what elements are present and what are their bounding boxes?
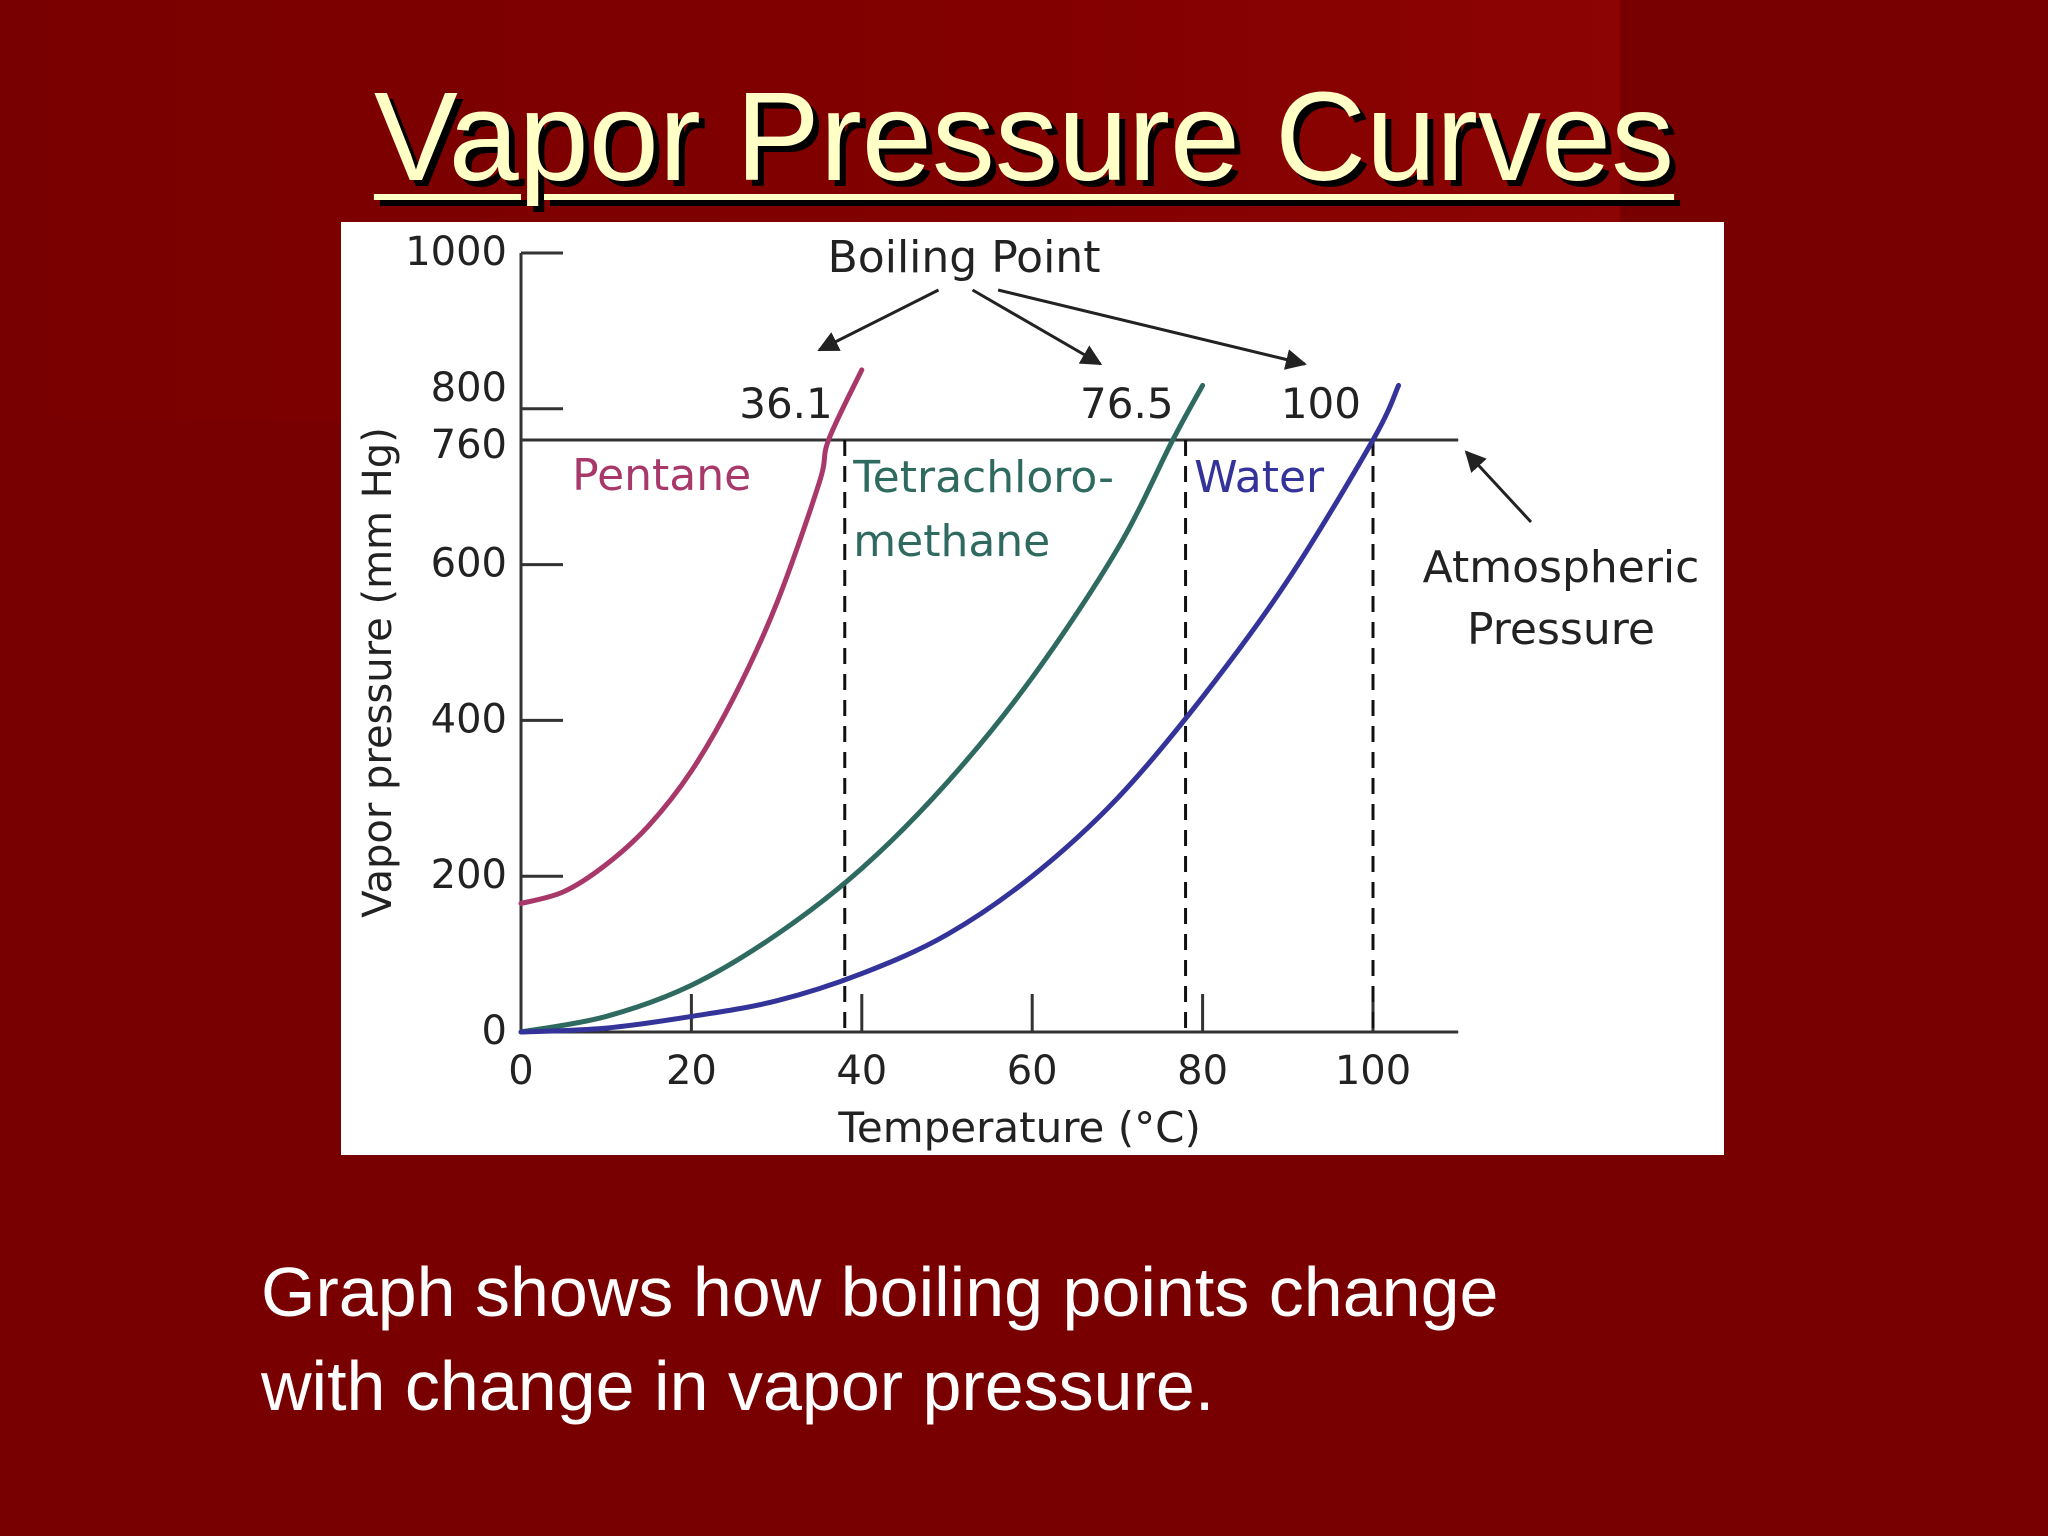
chart-panel: 0 200 400 600 760 800 1000 0 20 40 60 80 100 Temperat… [341, 222, 1724, 1155]
y-axis-title: Vapor pressure (mm Hg) [355, 427, 401, 918]
series-curve-water [518, 382, 1402, 1035]
y-tick-label: 200 [431, 852, 507, 898]
slide-title: Vapor Pressure Curves [373, 66, 1675, 207]
x-axis-title: Temperature (°C) [837, 1103, 1201, 1152]
slide-caption: Graph shows how boiling points change wi… [261, 1245, 1861, 1433]
atmospheric-pressure-label: Pressure [1467, 604, 1655, 655]
y-tick-label: 1000 [405, 229, 507, 275]
y-tick-label: 400 [431, 696, 507, 742]
x-tick-label: 40 [836, 1048, 887, 1094]
boiling-point-arrow [997, 288, 1307, 370]
boiling-point-value: 36.1 [739, 379, 833, 428]
series-label-tetrachloromethane: methane [853, 516, 1050, 567]
series-label-tetrachloromethane: Tetrachloro- [852, 452, 1114, 503]
x-tick-label: 0 [508, 1048, 533, 1094]
series-label-pentane: Pentane [572, 450, 751, 501]
vapor-pressure-chart: 0 200 400 600 760 800 1000 0 20 40 60 80 100 Temperat… [355, 229, 1700, 1152]
y-tick-label: 800 [431, 365, 507, 411]
series-label-water: Water [1194, 452, 1325, 503]
atmospheric-pressure-arrow [1464, 450, 1533, 524]
series-curve-tetrachloromethane [518, 382, 1206, 1035]
caption-line-2: with change in vapor pressure. [261, 1347, 1215, 1425]
x-tick-label: 60 [1007, 1048, 1058, 1094]
x-tick-label: 100 [1335, 1048, 1411, 1094]
boiling-point-value: 76.5 [1080, 379, 1174, 428]
boiling-point-arrow [971, 288, 1103, 366]
boiling-point-value: 100 [1281, 379, 1361, 428]
boiling-point-arrow [817, 288, 940, 352]
y-tick-label: 600 [431, 541, 507, 587]
atmospheric-pressure-label: Atmospheric [1423, 542, 1700, 593]
y-tick-label: 0 [482, 1008, 507, 1054]
x-tick-label: 20 [666, 1048, 717, 1094]
series-curve-pentane [518, 367, 865, 906]
x-tick-label: 80 [1177, 1048, 1228, 1094]
caption-line-1: Graph shows how boiling points change [261, 1253, 1499, 1331]
y-tick-label: 760 [431, 422, 507, 468]
boiling-point-heading: Boiling Point [828, 232, 1101, 283]
